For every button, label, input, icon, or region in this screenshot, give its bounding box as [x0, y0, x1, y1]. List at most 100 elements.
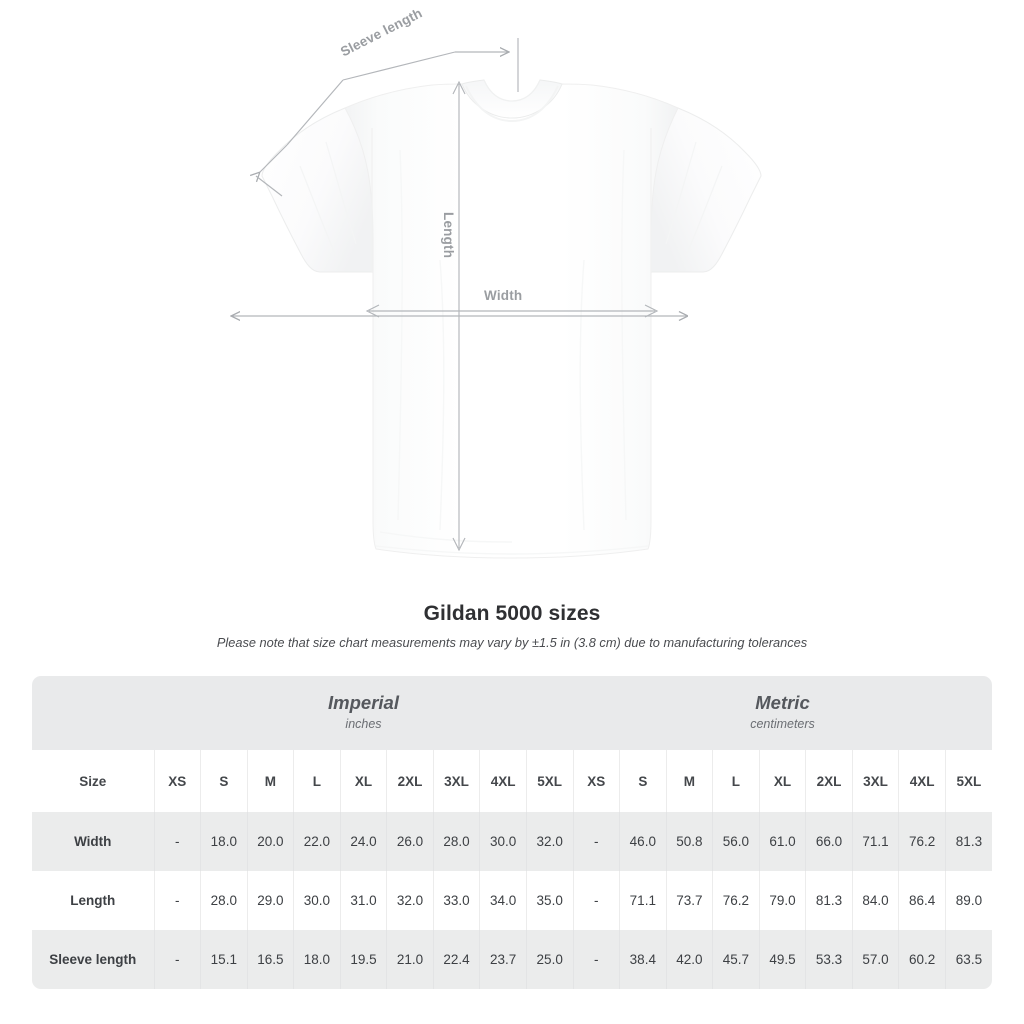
cell-metric: 53.3 — [805, 930, 853, 989]
shirt-neck-shadow — [465, 85, 559, 123]
unit-group-name: Imperial — [328, 692, 399, 714]
size-chart-table: Imperial inches Metric centimeters Size XS S M L… — [32, 676, 992, 989]
unit-group-subtitle: centimeters — [750, 716, 815, 731]
size-header-metric-4xl: 4XL — [898, 750, 946, 812]
cell-imperial: 26.0 — [386, 812, 434, 871]
cell-metric: 45.7 — [712, 930, 760, 989]
cell-metric: 71.1 — [619, 871, 667, 930]
cell-imperial: 28.0 — [433, 812, 481, 871]
cell-metric: 46.0 — [619, 812, 667, 871]
cell-metric: 71.1 — [852, 812, 900, 871]
shirt-body — [344, 83, 679, 559]
cell-imperial: 30.0 — [293, 871, 341, 930]
cell-metric: 56.0 — [712, 812, 760, 871]
cell-metric: - — [573, 871, 621, 930]
cell-metric: 50.8 — [666, 812, 714, 871]
cell-imperial: 18.0 — [200, 812, 248, 871]
size-header-imperial-l: L — [293, 750, 341, 812]
cell-imperial: 32.0 — [526, 812, 574, 871]
cell-imperial: 28.0 — [200, 871, 248, 930]
length-label: Length — [441, 212, 456, 259]
cell-metric: 49.5 — [759, 930, 807, 989]
table-row: Length -28.0 29.0 30.0 31.0 32.0 33.0 34.0 35.0-… — [32, 871, 992, 930]
size-header-metric-2xl: 2XL — [805, 750, 853, 812]
shirt-collar-inner-line — [483, 79, 541, 102]
cell-metric: - — [573, 812, 621, 871]
table-row: Width -18.0 20.0 22.0 24.0 26.0 28.0 30.0 32.0-4… — [32, 812, 992, 871]
cell-metric: 60.2 — [898, 930, 946, 989]
unit-group-name: Metric — [755, 692, 810, 714]
cell-metric: 42.0 — [666, 930, 714, 989]
shirt-right-sleeve — [650, 107, 762, 273]
shirt-left-sleeve — [261, 107, 373, 273]
cell-imperial: 18.0 — [293, 930, 341, 989]
size-header-metric-l: L — [712, 750, 760, 812]
cell-imperial: - — [154, 812, 202, 871]
width-label: Width — [484, 288, 523, 303]
size-header-imperial-xl: XL — [340, 750, 388, 812]
size-header-imperial-s: S — [200, 750, 248, 812]
cell-metric: 73.7 — [666, 871, 714, 930]
cell-metric: - — [573, 930, 621, 989]
size-header-imperial-5xl: 5XL — [526, 750, 574, 812]
width-dimension-arrow — [365, 304, 659, 318]
size-header-imperial-xs: XS — [154, 750, 202, 812]
shirt-sleeve-folds — [299, 141, 723, 257]
length-dimension-line — [452, 80, 466, 552]
cell-imperial: - — [154, 871, 202, 930]
tshirt-diagram: Sleeve length Length Width — [0, 5, 762, 559]
unit-group-imperial: Imperial inches — [154, 676, 573, 750]
cell-imperial: 16.5 — [247, 930, 295, 989]
cell-imperial: 19.5 — [340, 930, 388, 989]
row-label-sleeve-length: Sleeve length — [32, 930, 155, 989]
cell-metric: 57.0 — [852, 930, 900, 989]
cell-imperial: 25.0 — [526, 930, 574, 989]
size-header-imperial-2xl: 2XL — [386, 750, 434, 812]
cell-metric: 81.3 — [805, 871, 853, 930]
cell-imperial: 24.0 — [340, 812, 388, 871]
size-header-metric-xl: XL — [759, 750, 807, 812]
cell-metric: 61.0 — [759, 812, 807, 871]
unit-group-subtitle: inches — [345, 716, 382, 731]
cell-imperial: 35.0 — [526, 871, 574, 930]
cell-metric: 63.5 — [945, 930, 992, 989]
size-header-metric-s: S — [619, 750, 667, 812]
cell-imperial: 22.4 — [433, 930, 481, 989]
cell-metric: 38.4 — [619, 930, 667, 989]
page-title: Gildan 5000 sizes — [423, 602, 601, 625]
row-label-length: Length — [32, 871, 155, 930]
sleeve-length-dimension-arrow — [256, 38, 519, 197]
size-header-imperial-3xl: 3XL — [433, 750, 481, 812]
cell-metric: 66.0 — [805, 812, 853, 871]
unit-group-metric: Metric centimeters — [573, 676, 992, 750]
cell-metric: 84.0 — [852, 871, 900, 930]
cell-metric: 79.0 — [759, 871, 807, 930]
size-header-imperial-m: M — [247, 750, 295, 812]
page-subtitle: Please note that size chart measurements… — [216, 635, 808, 650]
tshirt-illustration — [0, 38, 762, 559]
row-label-width: Width — [32, 812, 155, 871]
cell-metric: 76.2 — [898, 812, 946, 871]
cell-imperial: 22.0 — [293, 812, 341, 871]
cell-imperial: 33.0 — [433, 871, 481, 930]
cell-imperial: 30.0 — [479, 812, 527, 871]
cell-metric: 81.3 — [945, 812, 992, 871]
size-header-metric-5xl: 5XL — [945, 750, 992, 812]
cell-imperial: - — [154, 930, 202, 989]
unit-banner-spacer — [32, 676, 154, 750]
unit-banner-row: Imperial inches Metric centimeters — [32, 676, 992, 750]
table-row: Sleeve length -15.1 16.5 18.0 19.5 21.0 22.4 23… — [32, 930, 992, 989]
size-header-row: Size XS S M L XL 2XL 3XL 4XL 5XL XS S M L XL 2XL 3XL 4XL 5… — [32, 750, 992, 812]
cell-imperial: 20.0 — [247, 812, 295, 871]
cell-imperial: 34.0 — [479, 871, 527, 930]
cell-metric: 76.2 — [712, 871, 760, 930]
shirt-fabric-folds — [375, 149, 649, 555]
size-header-imperial-4xl: 4XL — [479, 750, 527, 812]
cell-metric: 86.4 — [898, 871, 946, 930]
size-header-label: Size — [32, 750, 155, 812]
cell-imperial: 15.1 — [200, 930, 248, 989]
shirt-shoulder-seams — [371, 127, 652, 272]
size-chart-table-wrapper: Imperial inches Metric centimeters Size XS S M L… — [32, 676, 992, 989]
cell-metric: 89.0 — [945, 871, 992, 930]
